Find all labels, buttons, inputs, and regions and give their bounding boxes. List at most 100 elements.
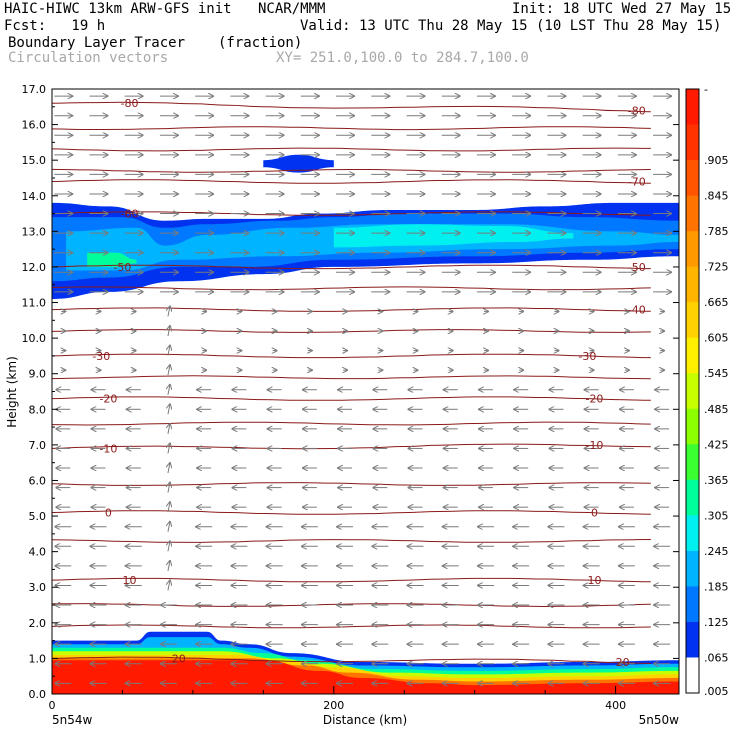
colorbar-label: .905 [704, 154, 729, 167]
org-label: NCAR/MMM [258, 1, 326, 17]
circulation-vector [168, 404, 170, 415]
left-endpoint: 5n54w [52, 713, 93, 727]
right-endpoint: 5n50w [639, 713, 680, 727]
isotherm-label: 10 [587, 574, 601, 587]
isotherm-label: -10 [99, 442, 117, 455]
isotherm-layer [52, 101, 651, 664]
isotherm--80 [52, 101, 651, 113]
isotherm-20 [52, 656, 651, 664]
colorbar-segment [686, 408, 699, 445]
colorbar: - .905 .845 .785 .725 .665 .605 .545 .485 .425 .36… [685, 83, 729, 698]
field-name: Boundary Layer Tracer [8, 35, 186, 51]
y-tick-label: 4.0 [29, 546, 47, 559]
y-tick-label: 17.0 [22, 83, 47, 96]
colorbar-label: .785 [704, 225, 729, 238]
isotherm-label: -50 [113, 261, 131, 274]
colorbar-label: .545 [704, 367, 729, 380]
colorbar-label: .485 [704, 403, 729, 416]
isotherm-line-5 [52, 375, 651, 380]
colorbar-segment [686, 302, 699, 339]
circulation-vector [168, 346, 170, 356]
isotherm--50 [52, 264, 651, 270]
isotherm-label-layer: -80 -80 -70 -60 -50 -50 -40 -30 -30 -20 -20 -10 -10 0… [92, 97, 645, 669]
x-axis: 0 200 400 [49, 686, 626, 712]
isotherm-label: -60 [121, 208, 139, 221]
circulation-vector [168, 463, 170, 474]
colorbar-label: .185 [704, 580, 729, 593]
circulation-vector [168, 443, 170, 454]
isotherm-label: 0 [591, 507, 598, 520]
colorbar-segment [686, 515, 699, 552]
y-tick-label: 7.0 [29, 439, 47, 452]
circulation-vector [168, 424, 170, 434]
isotherm-label: 10 [122, 574, 136, 587]
circulation-vector [168, 483, 170, 493]
circulation-vector [168, 561, 170, 571]
isotherm--40 [52, 307, 651, 312]
colorbar-segment [686, 550, 699, 587]
colorbar-segment [686, 160, 699, 197]
colorbar-segment [686, 195, 699, 232]
colorbar-label: .065 [704, 651, 729, 664]
circulation-vector [168, 365, 170, 376]
isotherm-line-0 [52, 624, 651, 629]
valid-time: Valid: 13 UTC Thu 28 May 15 (10 LST Thu … [300, 18, 722, 34]
vector-label: Circulation vectors [8, 50, 169, 66]
isotherm-label: -10 [585, 439, 603, 452]
cross-section-endpoints: XY= 251.0,100.0 to 284.7,100.0 [276, 50, 529, 66]
isotherm-line-8 [52, 168, 651, 173]
y-tick-label: 3.0 [29, 581, 47, 594]
circulation-vector [168, 522, 170, 532]
isotherm-label: -30 [578, 350, 596, 363]
colorbar-segment [686, 621, 699, 658]
y-tick-label: 13.0 [22, 225, 47, 238]
x-axis-label: Distance (km) [323, 713, 407, 727]
colorbar-segment [686, 479, 699, 516]
y-tick-label: 9.0 [29, 368, 47, 381]
init-time: Init: 18 UTC Wed 27 May 15 [512, 1, 732, 17]
circulation-vector [168, 580, 170, 591]
circulation-vector [168, 385, 170, 395]
isotherm-label: -20 [585, 393, 603, 406]
colorbar-label: .665 [704, 296, 729, 309]
y-tick-label: 11.0 [22, 297, 47, 310]
isotherm-10 [52, 577, 651, 583]
colorbar-label: .605 [704, 332, 729, 345]
isotherm-label: -40 [628, 304, 646, 317]
colorbar-segment [686, 373, 699, 410]
tracer-band-3 [333, 224, 574, 248]
isotherm-label: -20 [99, 393, 117, 406]
colorbar-segment [686, 89, 699, 126]
isotherm-label: -30 [92, 350, 110, 363]
y-tick-label: 15.0 [22, 154, 47, 167]
y-axis-label: Height (km) [5, 356, 19, 427]
y-tick-label: 0.0 [29, 688, 47, 701]
isotherm-0 [52, 510, 651, 515]
x-tick-label: 400 [605, 699, 626, 712]
forecast-hour: Fcst: 19 h [4, 18, 106, 34]
colorbar-label: .365 [704, 474, 729, 487]
x-tick-label: 200 [323, 699, 344, 712]
y-tick-label: 10.0 [22, 332, 47, 345]
isotherm-label: -80 [628, 104, 646, 117]
isotherm--20 [52, 396, 651, 401]
isotherm-line-6 [52, 329, 651, 333]
y-tick-label: 14.0 [22, 190, 47, 203]
field-units: (fraction) [218, 35, 303, 51]
colorbar-segment [686, 586, 699, 623]
circulation-vector [168, 326, 170, 337]
colorbar-segment [686, 266, 699, 303]
y-tick-label: 8.0 [29, 403, 47, 416]
colorbar-segment [686, 337, 699, 374]
colorbar-label: .725 [704, 261, 729, 274]
colorbar-segment [686, 124, 699, 161]
isotherm-label: 20 [616, 656, 630, 669]
isotherm-label: -50 [628, 261, 646, 274]
isotherm-line-7 [52, 286, 651, 291]
colorbar-label: .245 [704, 545, 729, 558]
boundary-layer-band-6 [52, 660, 679, 694]
isotherm-label: 20 [172, 652, 186, 665]
tracer-band-5 [263, 154, 334, 173]
y-tick-label: 2.0 [29, 617, 47, 630]
